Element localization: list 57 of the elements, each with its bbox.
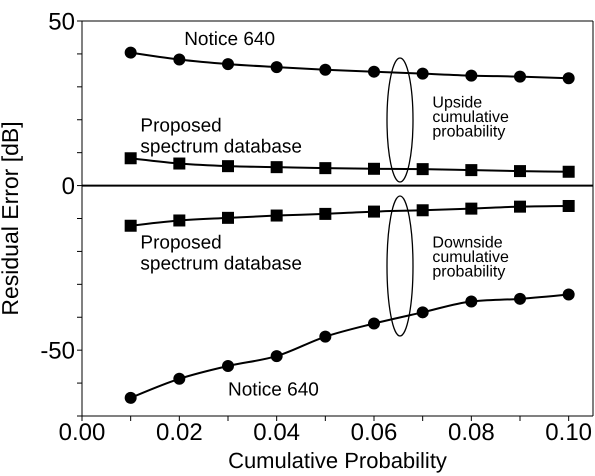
x-tick-label: 0.10	[545, 419, 592, 446]
y-tick-label: -50	[40, 338, 75, 365]
series-label: Notice 640	[228, 380, 319, 401]
point	[465, 70, 478, 82]
point	[562, 200, 575, 212]
point	[514, 165, 526, 178]
point	[270, 210, 283, 222]
x-tick-label: 0.00	[58, 419, 106, 446]
y-tick-label: 0	[62, 173, 75, 200]
point	[368, 318, 380, 330]
point	[514, 292, 526, 305]
point	[319, 64, 332, 76]
point	[222, 58, 234, 70]
point	[368, 66, 380, 78]
annotation: Upside cumulative probability	[432, 94, 509, 141]
point	[465, 164, 478, 176]
point	[368, 162, 380, 175]
point	[416, 306, 429, 318]
series-label: Proposed spectrum database	[140, 115, 302, 158]
point	[514, 200, 526, 213]
point	[562, 166, 575, 178]
point	[222, 360, 234, 372]
point	[465, 202, 478, 215]
point	[319, 162, 332, 174]
point	[368, 206, 380, 218]
point	[173, 214, 186, 226]
series-label: Proposed spectrum database	[140, 232, 302, 275]
point	[222, 160, 234, 172]
point	[416, 204, 429, 216]
point	[270, 350, 283, 362]
point	[562, 288, 575, 301]
point	[514, 70, 526, 83]
point	[270, 61, 283, 74]
x-tick-label: 0.02	[156, 419, 203, 446]
point	[562, 72, 575, 84]
point	[416, 68, 429, 80]
point	[222, 212, 234, 224]
point	[124, 46, 137, 59]
point	[319, 208, 332, 220]
x-tick-label: 0.08	[448, 419, 495, 446]
y-tick-label: 50	[48, 8, 75, 36]
point	[124, 152, 137, 164]
point	[416, 163, 429, 176]
point	[270, 161, 283, 174]
point	[173, 54, 186, 66]
annotation: Downside cumulative probability	[432, 234, 509, 281]
x-tick-label: 0.06	[350, 419, 398, 446]
x-tick-label: 0.04	[253, 419, 300, 446]
point	[173, 158, 186, 170]
point	[124, 220, 137, 232]
point	[124, 392, 137, 404]
x-axis-title: Cumulative Probability	[228, 448, 447, 473]
series-label: Notice 640	[184, 29, 276, 50]
point	[319, 330, 332, 343]
point	[173, 372, 186, 385]
point	[465, 295, 478, 308]
y-axis-title: Residual Error [dB]	[0, 121, 24, 316]
